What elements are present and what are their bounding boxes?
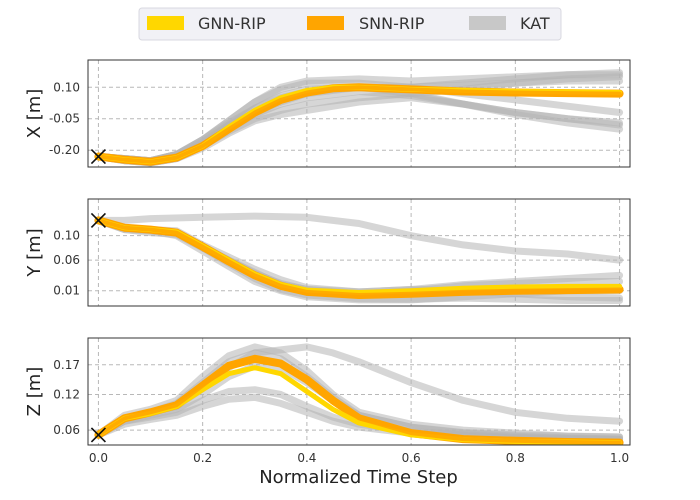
y-tick-label: 0.06 xyxy=(53,423,80,437)
x-tick-label: 0.0 xyxy=(89,451,108,465)
y-axis-title: X [m] xyxy=(24,89,45,139)
panel-y: 0.10 0.06 0.01 Y [m] xyxy=(24,198,631,307)
x-tick-label: 0.6 xyxy=(402,451,421,465)
start-marker xyxy=(90,212,106,228)
plot-frame xyxy=(87,59,631,168)
y-tick-label: 0.10 xyxy=(53,229,80,243)
series-group xyxy=(94,212,624,304)
y-tick-label: 0.17 xyxy=(53,358,80,372)
y-tick-label: 0.12 xyxy=(53,387,80,401)
panel-z: 0.17 0.12 0.06 Z [m] 0.0 0.2 0.4 0.6 0.8 1.0 xyxy=(24,337,631,465)
snn-rip-line-overlay xyxy=(96,218,622,297)
snn-rip-line-overlay xyxy=(96,85,622,164)
legend-swatch xyxy=(147,16,184,30)
legend: GNN-RIP SNN-RIP KAT xyxy=(138,7,562,41)
y-axis-title: Z [m] xyxy=(24,367,45,417)
x-tick-label: 0.2 xyxy=(193,451,212,465)
y-tick-label: -0.20 xyxy=(49,143,80,157)
x-tick-label: 0.8 xyxy=(506,451,525,465)
chart-panels: 0.10 -0.05 -0.20 X [m] 0.10 0.06 0.01 Y [m] 0.17… xyxy=(24,59,631,465)
panel-x: 0.10 -0.05 -0.20 X [m] xyxy=(24,59,631,168)
start-marker xyxy=(90,148,106,165)
kat-series-line xyxy=(94,212,624,264)
legend-label: KAT xyxy=(520,14,550,33)
start-marker xyxy=(90,427,106,443)
x-tick-label: 1.0 xyxy=(610,451,629,465)
series-group xyxy=(94,343,624,445)
y-tick-label: 0.06 xyxy=(53,253,80,267)
legend-swatch xyxy=(469,16,506,30)
series-group xyxy=(94,69,624,167)
y-tick-label: -0.05 xyxy=(49,112,80,126)
legend-label: SNN-RIP xyxy=(359,14,425,33)
x-tick-label: 0.4 xyxy=(297,451,316,465)
legend-box xyxy=(138,7,562,41)
y-tick-label: 0.10 xyxy=(53,80,80,94)
plot-frame xyxy=(87,198,631,307)
legend-swatch xyxy=(307,16,344,30)
snn-rip-line-overlay xyxy=(96,356,622,445)
y-axis-title: Y [m] xyxy=(24,228,45,277)
legend-label: GNN-RIP xyxy=(198,14,266,33)
y-tick-label: 0.01 xyxy=(53,284,80,298)
plot-frame xyxy=(87,337,631,446)
x-axis-title: Normalized Time Step xyxy=(259,467,458,488)
